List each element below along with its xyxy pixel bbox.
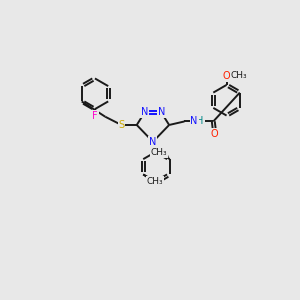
Text: N: N [149, 137, 157, 147]
Text: CH₃: CH₃ [147, 177, 163, 186]
Text: F: F [92, 110, 98, 121]
Text: S: S [118, 120, 124, 130]
Text: H: H [196, 116, 204, 126]
Text: O: O [211, 129, 219, 139]
Text: CH₃: CH₃ [231, 71, 247, 80]
Text: CH₃: CH₃ [151, 148, 167, 157]
Text: O: O [223, 71, 230, 81]
Text: N: N [158, 107, 165, 117]
Text: N: N [190, 116, 198, 126]
Text: N: N [141, 107, 148, 117]
